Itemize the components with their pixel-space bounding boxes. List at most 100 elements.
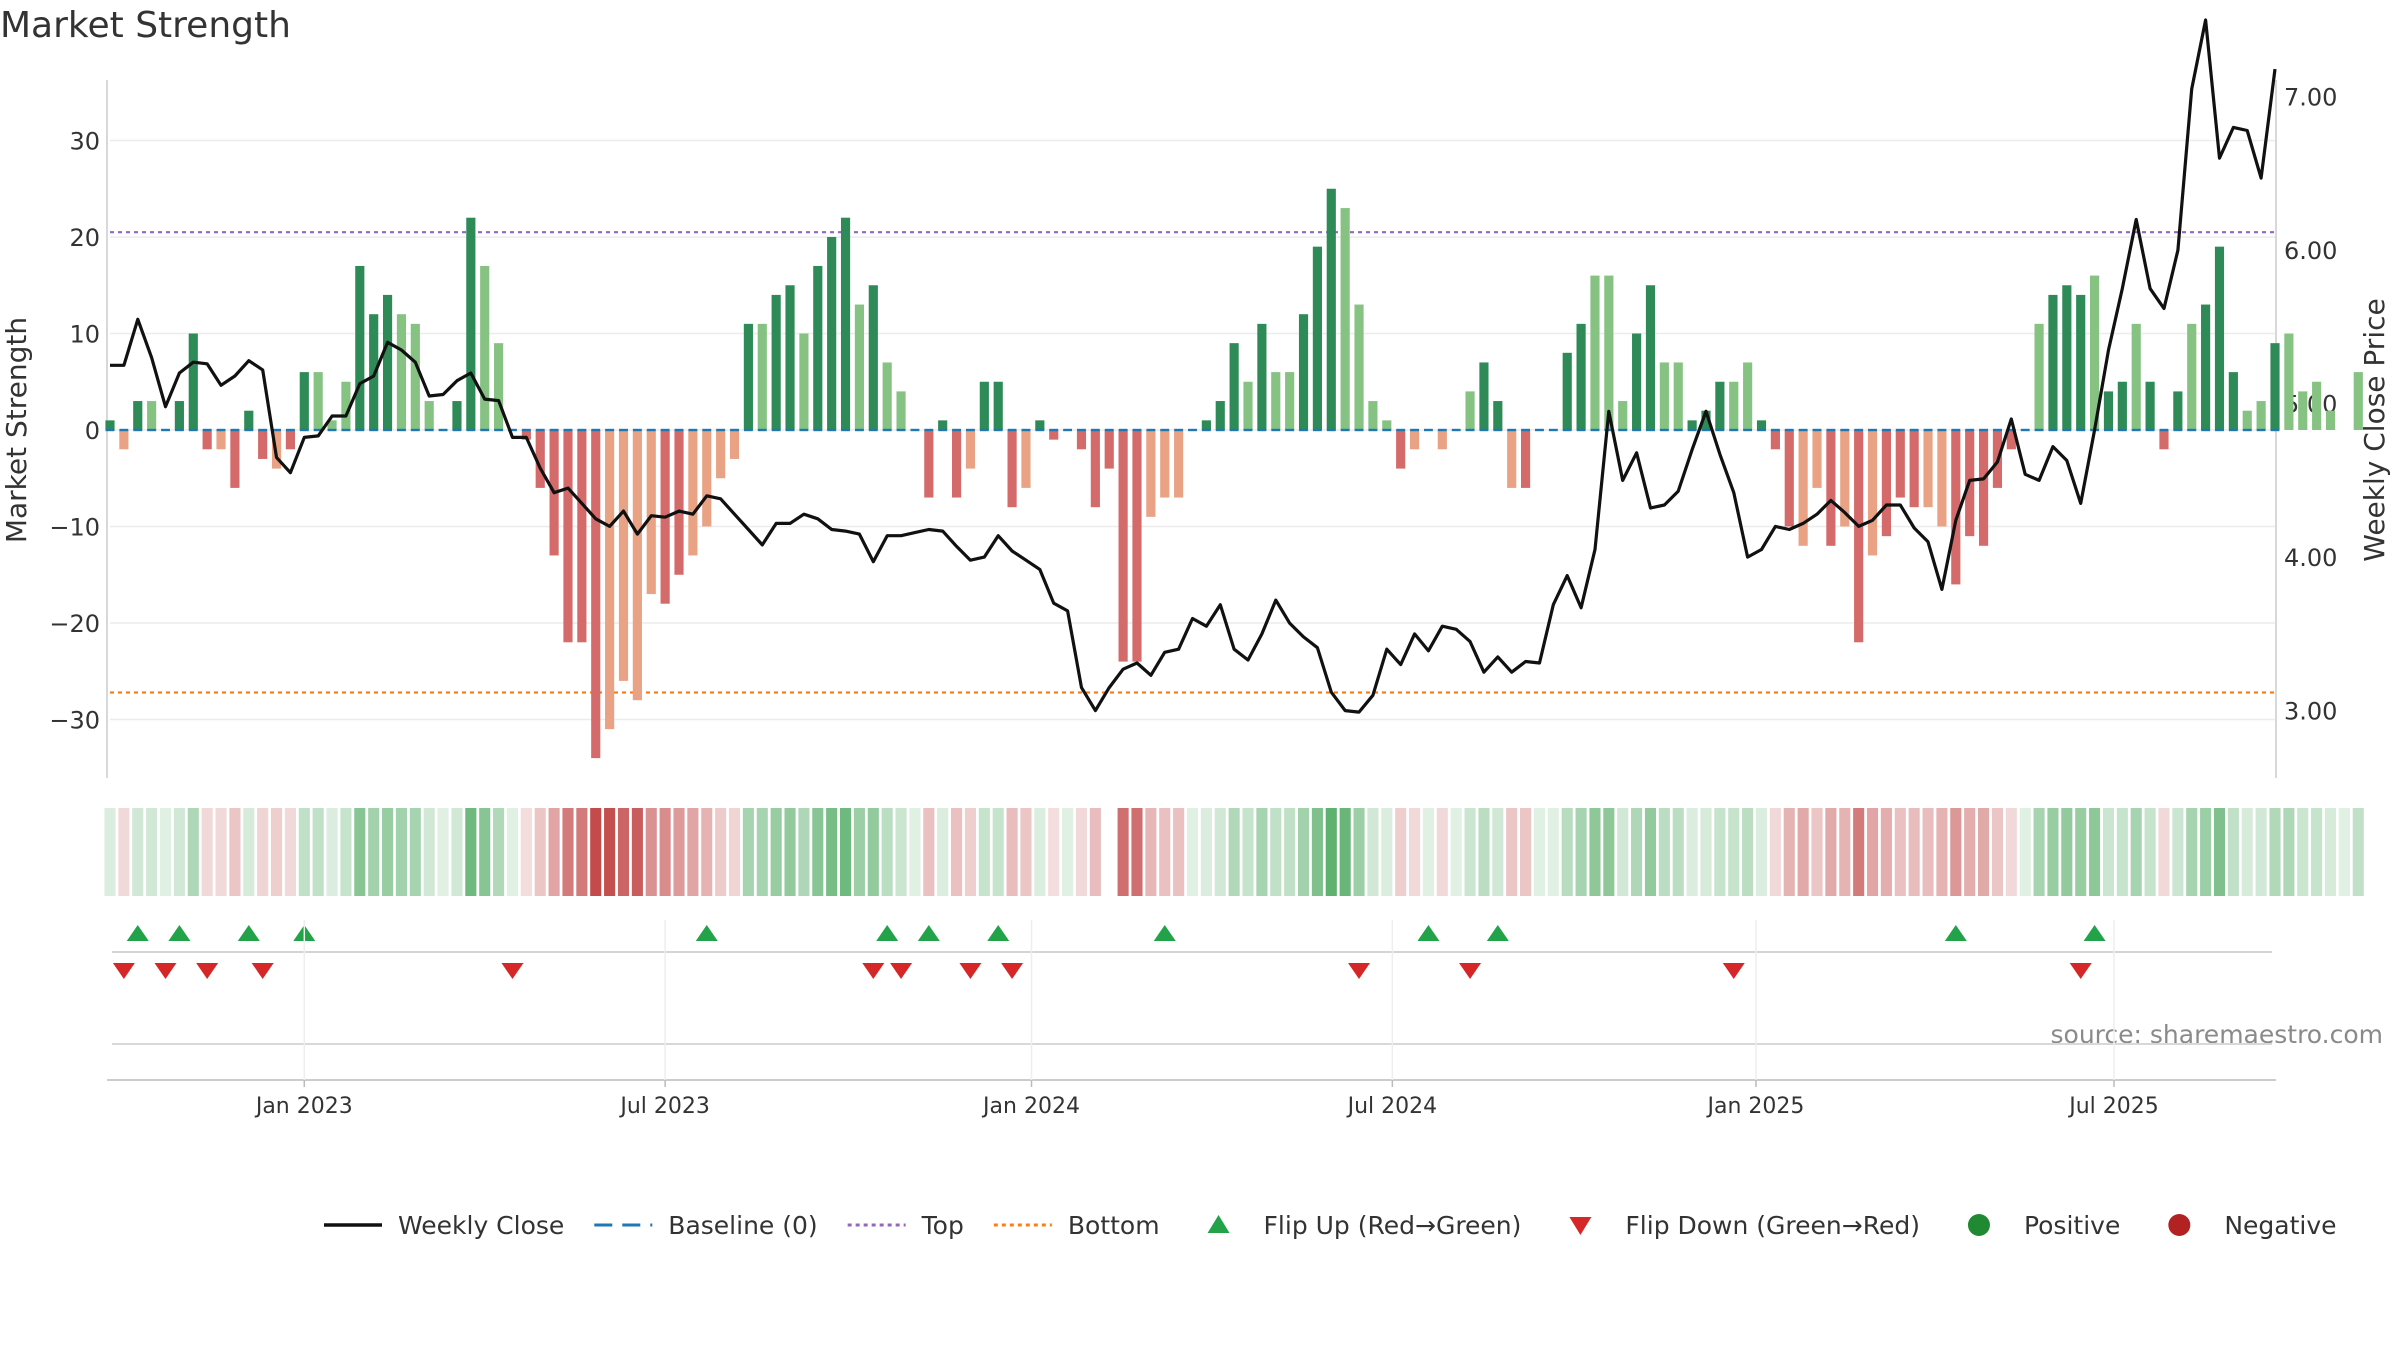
heat-cell [1436, 808, 1448, 896]
positive-bar [133, 401, 143, 430]
heat-cell [1478, 808, 1490, 896]
positive-bar [2298, 391, 2308, 430]
positive-bar [2312, 381, 2322, 430]
heat-cell [756, 808, 768, 896]
positive-bar [2270, 343, 2280, 430]
heat-cell [1978, 808, 1990, 896]
flip-down-marker [1459, 963, 1482, 979]
heat-cell [951, 808, 963, 896]
heat-cell [2061, 808, 2073, 896]
heat-cell [1575, 808, 1587, 896]
heat-cell [1797, 808, 1809, 896]
x-axis: Jan 2023 Jul 2023 Jan 2024 Jul 2024 Jan 2025… [107, 920, 2276, 1119]
positive-bar [854, 304, 865, 430]
negative-bar [1090, 430, 1100, 508]
weekly-close-polyline [110, 18, 2277, 714]
heat-cell [1631, 808, 1643, 896]
heat-cell [2200, 808, 2212, 896]
heat-cell [1409, 808, 1421, 896]
heat-cell [187, 808, 199, 896]
heat-cell [1672, 808, 1684, 896]
heat-cell [742, 808, 754, 896]
x-tick-label: Jan 2024 [981, 1094, 1080, 1119]
weekly-close-line [110, 18, 2277, 714]
positive-bar [2034, 323, 2044, 430]
heat-cell [298, 808, 310, 896]
heat-cell [964, 808, 976, 896]
negative-bar [924, 430, 934, 498]
positive-bar [771, 294, 781, 430]
heat-cell [937, 808, 949, 896]
negative-bar [702, 430, 712, 527]
heat-cell [923, 808, 935, 896]
negative-bar [119, 430, 129, 450]
y-left-ticks: 30 20 10 0 −10 −20 −30 [49, 128, 100, 735]
positive-bar [1312, 246, 1322, 430]
negative-bar [1021, 430, 1031, 488]
negative-bar [1923, 430, 1933, 508]
negative-bar [632, 430, 642, 701]
positive-bar [1645, 285, 1656, 430]
heat-cell [2005, 808, 2017, 896]
chart-title: Market Strength [0, 5, 291, 46]
heat-cell [1644, 808, 1657, 896]
negative-bar [1104, 430, 1114, 469]
positive-bar [382, 294, 393, 430]
x-tick-label: Jul 2025 [2067, 1094, 2159, 1119]
heat-cell [1256, 808, 1268, 896]
heat-cell [1686, 808, 1698, 896]
negative-bar [1881, 430, 1891, 537]
positive-bar [1382, 420, 1392, 430]
positive-bar [2131, 323, 2141, 430]
heat-cell [1589, 808, 1601, 896]
heat-cell [1173, 808, 1185, 896]
heat-cell [2075, 808, 2087, 896]
positive-bar [1673, 362, 1683, 430]
flip-up-marker [1417, 925, 1440, 941]
heat-cell [312, 808, 324, 896]
heat-cell [1520, 808, 1532, 896]
heat-cell [229, 808, 241, 896]
negative-bar [230, 430, 240, 488]
heat-cell [1186, 808, 1199, 896]
heat-cell [2186, 808, 2198, 896]
heat-cell [1506, 808, 1518, 896]
heat-cell [590, 808, 602, 896]
negative-bar [729, 430, 740, 459]
heat-cell [1062, 808, 1074, 896]
heat-cell [1603, 808, 1615, 896]
heat-cell [423, 808, 435, 896]
heat-cell [354, 808, 366, 896]
negative-bar [1978, 430, 1989, 546]
flip-down-marker [862, 963, 885, 979]
heat-cell [1839, 808, 1851, 896]
heat-cell [2311, 808, 2323, 896]
heat-cell [326, 808, 338, 896]
positive-bar [2090, 275, 2100, 430]
positive-bar [1354, 304, 1364, 430]
heat-cell [506, 808, 519, 896]
heat-cell [1908, 808, 1920, 896]
positive-bar [1215, 401, 1225, 430]
negative-bar [1507, 430, 1517, 488]
legend-label: Top [921, 1211, 964, 1240]
positive-bar [1701, 410, 1711, 430]
positive-bar [1035, 420, 1045, 430]
heat-cell [382, 808, 394, 896]
heat-cell [867, 808, 879, 896]
positive-bar [2076, 294, 2086, 430]
heat-cell [1700, 808, 1712, 896]
heat-cell [1617, 808, 1629, 896]
positive-bar [410, 323, 420, 430]
heat-cell [1020, 808, 1032, 896]
heat-cell [576, 808, 588, 896]
heat-cell [1228, 808, 1240, 896]
positive-bar [1576, 323, 1586, 430]
heat-cell [1950, 808, 1962, 896]
negative-bar [2159, 430, 2169, 450]
positive-bar [2242, 410, 2252, 430]
heat-cell [1395, 808, 1407, 896]
heat-cell [1964, 808, 1976, 896]
legend-item: Positive [1967, 1211, 2120, 1240]
flip-up-marker [917, 925, 940, 941]
